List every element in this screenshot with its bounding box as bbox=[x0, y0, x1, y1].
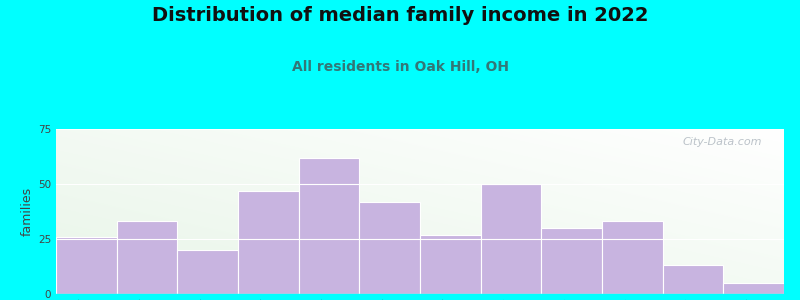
Bar bbox=[542, 228, 602, 294]
Text: City-Data.com: City-Data.com bbox=[682, 137, 762, 147]
Bar bbox=[117, 221, 178, 294]
Bar bbox=[56, 237, 117, 294]
Bar bbox=[178, 250, 238, 294]
Bar bbox=[602, 221, 662, 294]
Bar bbox=[662, 266, 723, 294]
Y-axis label: families: families bbox=[21, 187, 34, 236]
Bar bbox=[298, 158, 359, 294]
Text: All residents in Oak Hill, OH: All residents in Oak Hill, OH bbox=[291, 60, 509, 74]
Bar bbox=[359, 202, 420, 294]
Bar bbox=[481, 184, 542, 294]
Bar bbox=[420, 235, 481, 294]
Bar bbox=[723, 283, 784, 294]
Bar bbox=[238, 190, 298, 294]
Text: Distribution of median family income in 2022: Distribution of median family income in … bbox=[152, 6, 648, 25]
